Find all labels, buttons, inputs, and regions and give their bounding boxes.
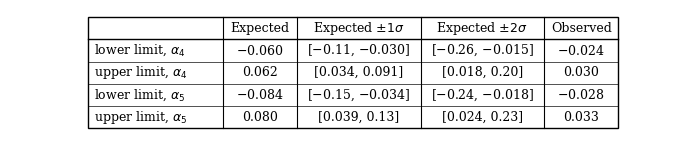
Text: [0.034, 0.091]: [0.034, 0.091] — [314, 66, 404, 79]
Text: 0.080: 0.080 — [242, 111, 278, 124]
Text: lower limit, $\alpha_5$: lower limit, $\alpha_5$ — [94, 87, 185, 103]
Text: [0.039, 0.13]: [0.039, 0.13] — [318, 111, 400, 124]
Text: $-$0.060: $-$0.060 — [236, 43, 284, 58]
Text: [$-$0.11, $-$0.030]: [$-$0.11, $-$0.030] — [307, 43, 411, 58]
Text: Expected $\pm2\sigma$: Expected $\pm2\sigma$ — [436, 20, 528, 37]
Text: [0.024, 0.23]: [0.024, 0.23] — [442, 111, 523, 124]
Text: 0.033: 0.033 — [564, 111, 599, 124]
Text: $-$0.028: $-$0.028 — [557, 88, 605, 102]
Text: [$-$0.26, $-$0.015]: [$-$0.26, $-$0.015] — [431, 43, 533, 58]
Text: [$-$0.24, $-$0.018]: [$-$0.24, $-$0.018] — [431, 87, 533, 103]
Text: 0.062: 0.062 — [242, 66, 278, 79]
Text: Expected $\pm1\sigma$: Expected $\pm1\sigma$ — [313, 20, 404, 37]
Text: lower limit, $\alpha_4$: lower limit, $\alpha_4$ — [94, 43, 186, 58]
Text: upper limit, $\alpha_5$: upper limit, $\alpha_5$ — [94, 109, 187, 126]
Text: upper limit, $\alpha_4$: upper limit, $\alpha_4$ — [94, 64, 187, 81]
Text: [$-$0.15, $-$0.034]: [$-$0.15, $-$0.034] — [307, 87, 411, 103]
Text: Expected: Expected — [230, 22, 289, 35]
Text: 0.030: 0.030 — [564, 66, 599, 79]
Text: [0.018, 0.20]: [0.018, 0.20] — [442, 66, 523, 79]
Text: $-$0.024: $-$0.024 — [557, 43, 605, 58]
Text: $-$0.084: $-$0.084 — [236, 88, 284, 102]
Text: Observed: Observed — [551, 22, 612, 35]
